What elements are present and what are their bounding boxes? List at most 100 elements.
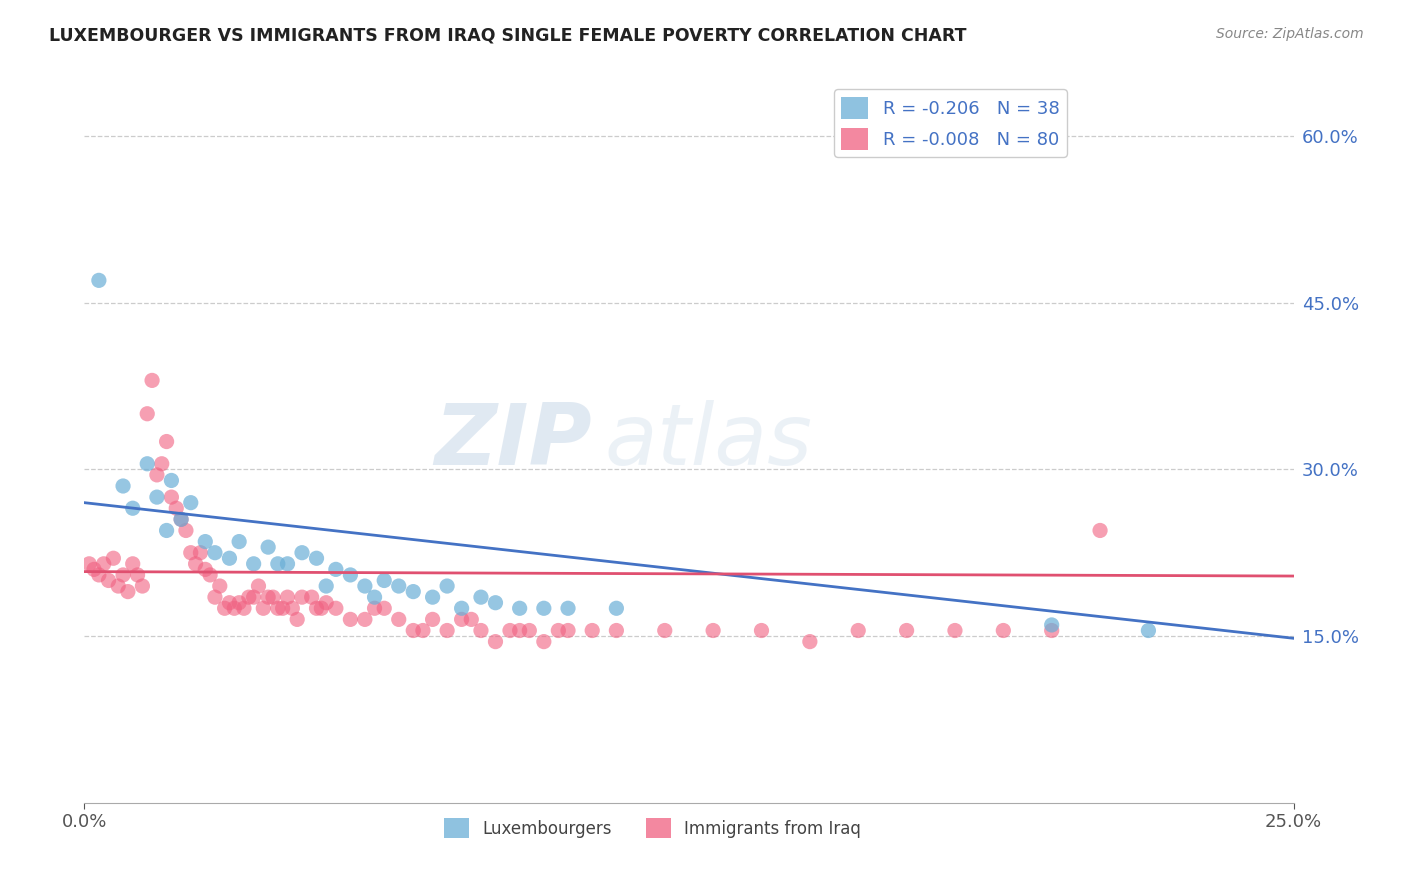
Point <box>141 373 163 387</box>
Point <box>208 579 231 593</box>
Point <box>509 601 531 615</box>
Point <box>233 601 256 615</box>
Point <box>204 590 226 604</box>
Point <box>846 624 869 638</box>
Point <box>180 496 202 510</box>
Point <box>242 557 264 571</box>
Point <box>291 590 314 604</box>
Point <box>373 601 395 615</box>
Point <box>93 557 115 571</box>
Point <box>363 590 385 604</box>
Point <box>180 546 202 560</box>
Point <box>228 534 250 549</box>
Point <box>112 568 135 582</box>
Point <box>271 601 294 615</box>
Point <box>112 479 135 493</box>
Point <box>499 624 522 638</box>
Point <box>325 562 347 576</box>
Point <box>325 601 347 615</box>
Point <box>402 584 425 599</box>
Point <box>242 590 264 604</box>
Point <box>117 584 139 599</box>
Point <box>993 624 1015 638</box>
Point <box>194 562 217 576</box>
Point <box>943 624 966 638</box>
Point <box>301 590 323 604</box>
Point <box>127 568 149 582</box>
Point <box>77 557 100 571</box>
Point <box>228 596 250 610</box>
Text: LUXEMBOURGER VS IMMIGRANTS FROM IRAQ SINGLE FEMALE POVERTY CORRELATION CHART: LUXEMBOURGER VS IMMIGRANTS FROM IRAQ SIN… <box>49 27 967 45</box>
Point <box>155 434 177 449</box>
Point <box>388 612 411 626</box>
Point <box>422 590 444 604</box>
Point <box>136 407 159 421</box>
Point <box>281 601 304 615</box>
Point <box>702 624 724 638</box>
Point <box>160 474 183 488</box>
Point <box>131 579 153 593</box>
Point <box>412 624 434 638</box>
Point <box>262 590 284 604</box>
Point <box>354 612 377 626</box>
Point <box>174 524 197 538</box>
Point <box>218 551 240 566</box>
Point <box>436 624 458 638</box>
Point <box>267 557 290 571</box>
Point <box>276 557 298 571</box>
Point <box>605 601 627 615</box>
Point <box>87 568 110 582</box>
Point <box>311 601 333 615</box>
Point <box>136 457 159 471</box>
Point <box>402 624 425 638</box>
Point <box>363 601 385 615</box>
Point <box>103 551 125 566</box>
Point <box>305 551 328 566</box>
Point <box>1088 524 1111 538</box>
Point <box>339 568 361 582</box>
Point <box>184 557 207 571</box>
Point <box>252 601 274 615</box>
Point <box>388 579 411 593</box>
Point <box>450 601 472 615</box>
Point <box>509 624 531 638</box>
Text: ZIP: ZIP <box>434 400 592 483</box>
Point <box>470 590 492 604</box>
Point <box>484 596 506 610</box>
Point <box>484 634 506 648</box>
Point <box>170 512 193 526</box>
Point <box>121 501 143 516</box>
Point <box>315 579 337 593</box>
Point <box>97 574 120 588</box>
Point <box>436 579 458 593</box>
Point <box>238 590 260 604</box>
Text: atlas: atlas <box>605 400 813 483</box>
Point <box>190 546 212 560</box>
Point <box>315 596 337 610</box>
Point <box>799 634 821 648</box>
Point <box>198 568 221 582</box>
Point <box>87 273 110 287</box>
Point <box>547 624 569 638</box>
Point <box>581 624 603 638</box>
Point <box>422 612 444 626</box>
Point <box>121 557 143 571</box>
Point <box>517 624 540 638</box>
Point <box>1040 624 1063 638</box>
Point <box>354 579 377 593</box>
Point <box>83 562 105 576</box>
Point <box>305 601 328 615</box>
Point <box>654 624 676 638</box>
Legend: Luxembourgers, Immigrants from Iraq: Luxembourgers, Immigrants from Iraq <box>437 812 868 845</box>
Point <box>218 596 240 610</box>
Point <box>470 624 492 638</box>
Point <box>165 501 187 516</box>
Text: Source: ZipAtlas.com: Source: ZipAtlas.com <box>1216 27 1364 41</box>
Point <box>533 601 555 615</box>
Point <box>896 624 918 638</box>
Point <box>146 467 169 482</box>
Point <box>214 601 236 615</box>
Point <box>291 546 314 560</box>
Point <box>450 612 472 626</box>
Point <box>339 612 361 626</box>
